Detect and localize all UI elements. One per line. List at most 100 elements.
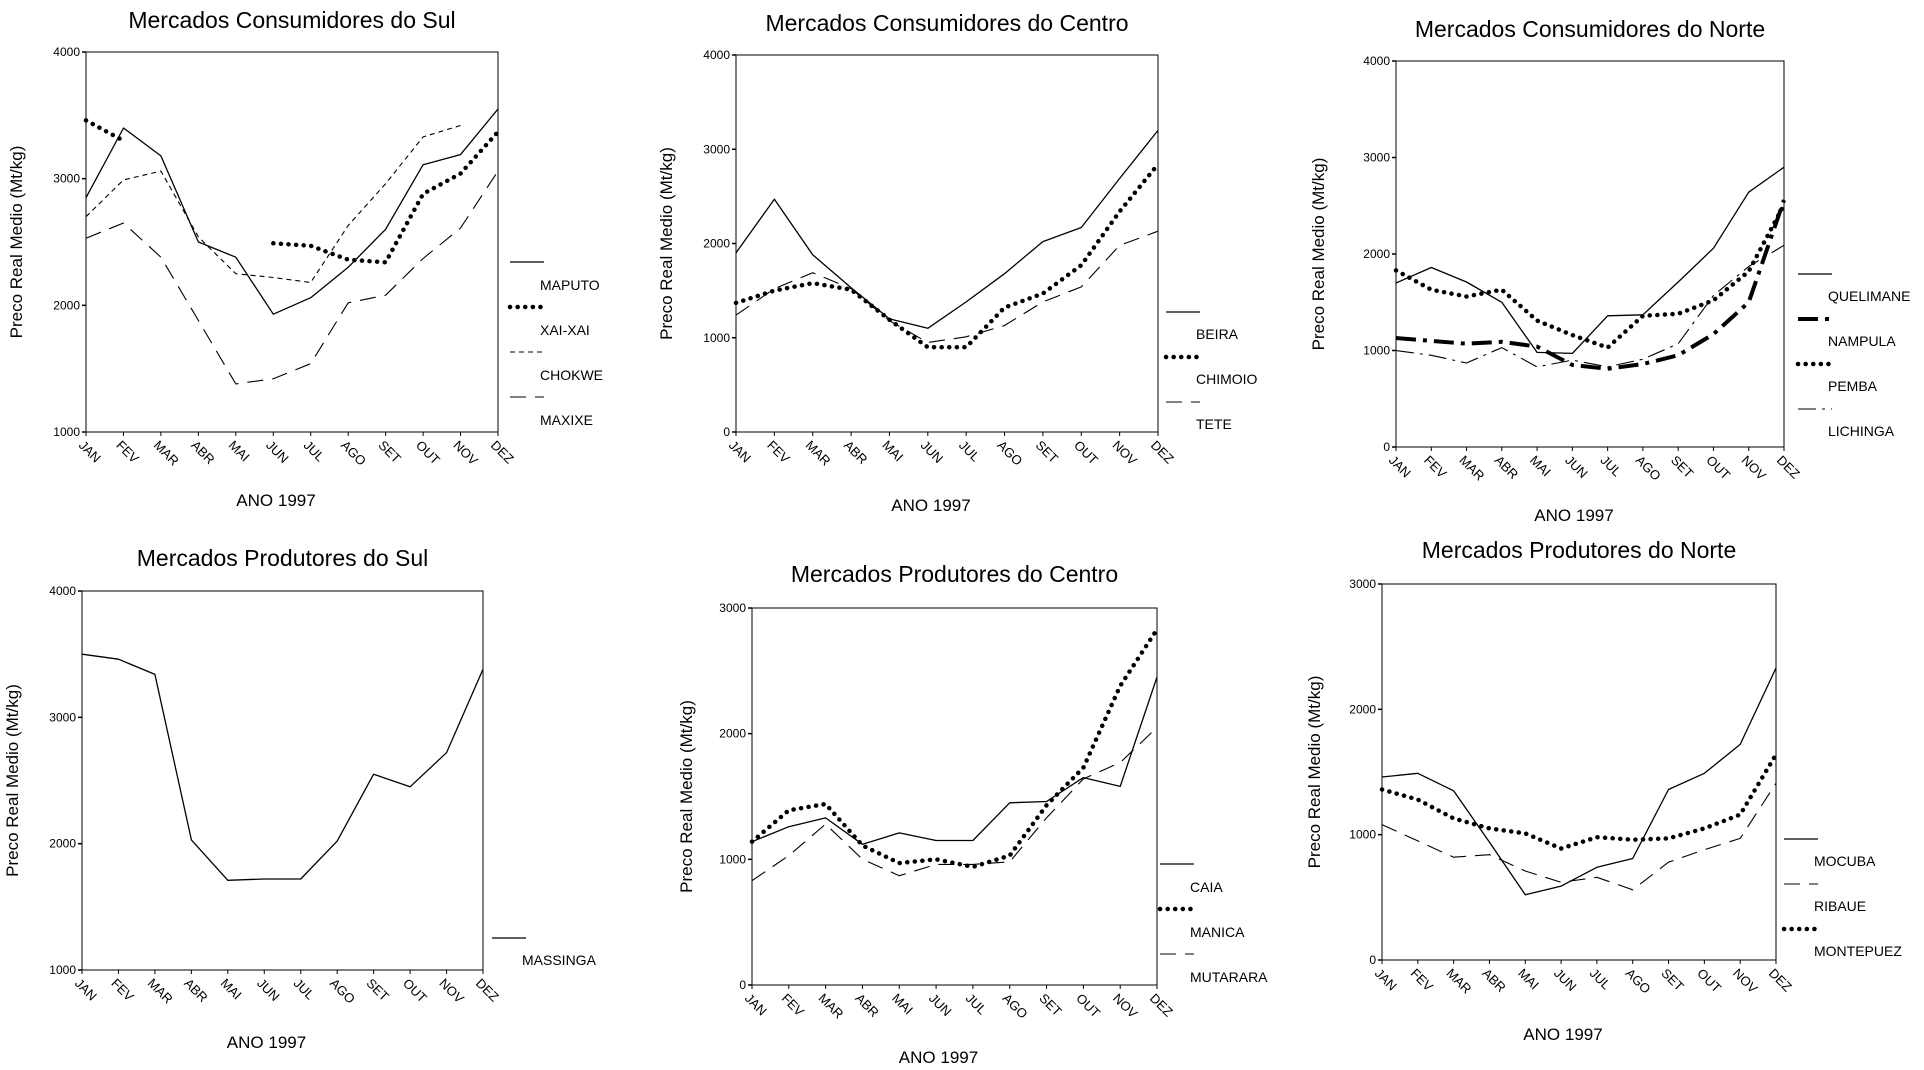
chart-4: Mercados Produtores do Sul 1000 2000 3000 40… xyxy=(3,545,597,1052)
series-line-ribaue xyxy=(1381,783,1777,891)
x-tick-label: MAR xyxy=(1456,453,1487,484)
y-tick-label: 0 xyxy=(723,425,730,439)
plot-frame xyxy=(1381,583,1777,961)
x-tick-label: MAR xyxy=(1444,966,1475,997)
x-tick-label: MAI xyxy=(218,976,245,1003)
x-tick-label: SET xyxy=(1658,966,1687,995)
x-tick-label: JAN xyxy=(1372,966,1400,994)
y-tick-label: 3000 xyxy=(1363,151,1390,165)
series-line-manica xyxy=(749,627,1160,870)
y-tick-label: 2000 xyxy=(719,727,746,741)
chart-6: Mercados Produtores do Norte 0 1000 2000 300… xyxy=(1305,537,1902,1044)
x-tick-label: JUL xyxy=(291,976,318,1003)
x-tick-label: NOV xyxy=(1730,966,1761,997)
x-tick-label: MAI xyxy=(226,438,253,465)
x-tick-label: FEV xyxy=(108,976,137,1005)
x-tick-label: FEV xyxy=(764,438,793,467)
y-tick-label: 3000 xyxy=(703,142,730,156)
x-tick-label: AGO xyxy=(1623,966,1654,997)
chart-title: Mercados Produtores do Centro xyxy=(791,561,1118,587)
x-axis-label: ANO 1997 xyxy=(891,496,970,515)
x-tick-label: JUN xyxy=(918,438,946,466)
plot-frame xyxy=(751,607,1158,986)
x-tick-label: NOV xyxy=(1739,453,1770,484)
x-tick-label: FEV xyxy=(1421,453,1450,482)
y-axis-label: Preco Real Medio (Mt/kg) xyxy=(1309,158,1328,351)
legend-label-manica: MANICA xyxy=(1190,924,1245,940)
x-tick-label: JUN xyxy=(1562,453,1590,481)
x-tick-label: FEV xyxy=(113,438,142,467)
x-tick-label: JAN xyxy=(72,976,100,1004)
chart-title: Mercados Produtores do Norte xyxy=(1422,537,1737,563)
legend-label-quelimane: QUELIMANE xyxy=(1828,288,1910,304)
legend-label-chimoio: CHIMOIO xyxy=(1196,371,1258,387)
x-tick-label: AGO xyxy=(994,438,1025,469)
x-tick-label: AGO xyxy=(1000,991,1031,1022)
x-tick-label: OUT xyxy=(413,438,443,468)
chart-5: Mercados Produtores do Centro 0 1000 2000 30… xyxy=(677,561,1268,1067)
x-tick-label: MAI xyxy=(1527,453,1554,480)
x-tick-label: DEZ xyxy=(1766,966,1795,995)
x-tick-label: JUL xyxy=(956,438,983,465)
x-tick-label: MAR xyxy=(816,991,847,1022)
y-axis-label: Preco Real Medio (Mt/kg) xyxy=(3,684,22,877)
legend-label-lichinga: LICHINGA xyxy=(1828,423,1895,439)
y-tick-label: 4000 xyxy=(1363,54,1390,68)
chart-title: Mercados Produtores do Sul xyxy=(137,545,429,571)
series-line-pemba xyxy=(1393,202,1787,350)
y-tick-label: 3000 xyxy=(49,710,76,724)
series-line-mutarara xyxy=(751,727,1158,882)
x-tick-label: OUT xyxy=(1071,438,1101,468)
legend-label-mutarara: MUTARARA xyxy=(1190,969,1268,985)
x-tick-label: ABR xyxy=(181,976,211,1006)
x-axis-label: ANO 1997 xyxy=(227,1033,306,1052)
chart-title: Mercados Consumidores do Centro xyxy=(765,10,1128,36)
x-tick-label: ABR xyxy=(841,438,871,468)
chart-2: Mercados Consumidores do Centro 0 1000 2000… xyxy=(657,10,1258,515)
series-line-chokwe xyxy=(85,124,461,284)
series-line-xai-xai xyxy=(83,118,501,265)
legend-label-massinga: MASSINGA xyxy=(522,952,597,968)
legend-label-caia: CAIA xyxy=(1190,879,1223,895)
series-line-lichinga xyxy=(1395,244,1785,368)
y-axis-label: Preco Real Medio (Mt/kg) xyxy=(657,147,676,340)
x-tick-label: ABR xyxy=(1492,453,1522,483)
y-tick-label: 0 xyxy=(1369,953,1376,967)
legend-label-pemba: PEMBA xyxy=(1828,378,1878,394)
x-tick-label: NOV xyxy=(436,976,467,1007)
legend-label-nampula: NAMPULA xyxy=(1828,333,1896,349)
x-tick-label: JUN xyxy=(263,438,291,466)
x-tick-label: JAN xyxy=(1386,453,1414,481)
legend-label-ribaue: RIBAUE xyxy=(1814,898,1866,914)
x-tick-label: SET xyxy=(376,438,405,467)
x-tick-label: JAN xyxy=(76,438,104,466)
x-tick-label: JUL xyxy=(963,991,990,1018)
x-axis-label: ANO 1997 xyxy=(1523,1025,1602,1044)
y-tick-label: 1000 xyxy=(49,963,76,977)
y-tick-label: 2000 xyxy=(703,237,730,251)
chart-1: Mercados Consumidores do Sul 1000 2000 3000… xyxy=(7,7,603,510)
x-tick-label: NOV xyxy=(450,438,481,469)
x-axis-label: ANO 1997 xyxy=(1534,506,1613,525)
x-tick-label: FEV xyxy=(779,991,808,1020)
y-tick-label: 1000 xyxy=(1349,828,1376,842)
x-tick-label: NOV xyxy=(1110,991,1141,1022)
y-tick-label: 3000 xyxy=(1349,577,1376,591)
x-tick-label: DEZ xyxy=(1147,991,1176,1020)
y-tick-label: 2000 xyxy=(53,298,80,312)
y-tick-label: 3000 xyxy=(53,172,80,186)
x-tick-label: DEZ xyxy=(488,438,517,467)
x-tick-label: JAN xyxy=(742,991,770,1019)
x-tick-label: JUL xyxy=(1587,966,1614,993)
x-tick-label: DEZ xyxy=(1148,438,1177,467)
y-tick-label: 4000 xyxy=(703,48,730,62)
chart-title: Mercados Consumidores do Sul xyxy=(128,7,455,33)
y-axis-label: Preco Real Medio (Mt/kg) xyxy=(677,700,696,893)
x-tick-label: AGO xyxy=(1633,453,1664,484)
legend-label-maxixe: MAXIXE xyxy=(540,412,593,428)
x-tick-label: JAN xyxy=(726,438,754,466)
x-tick-label: OUT xyxy=(1703,453,1733,483)
x-tick-label: MAR xyxy=(145,976,176,1007)
x-tick-label: JUN xyxy=(254,976,282,1004)
x-tick-label: JUL xyxy=(1598,453,1625,480)
